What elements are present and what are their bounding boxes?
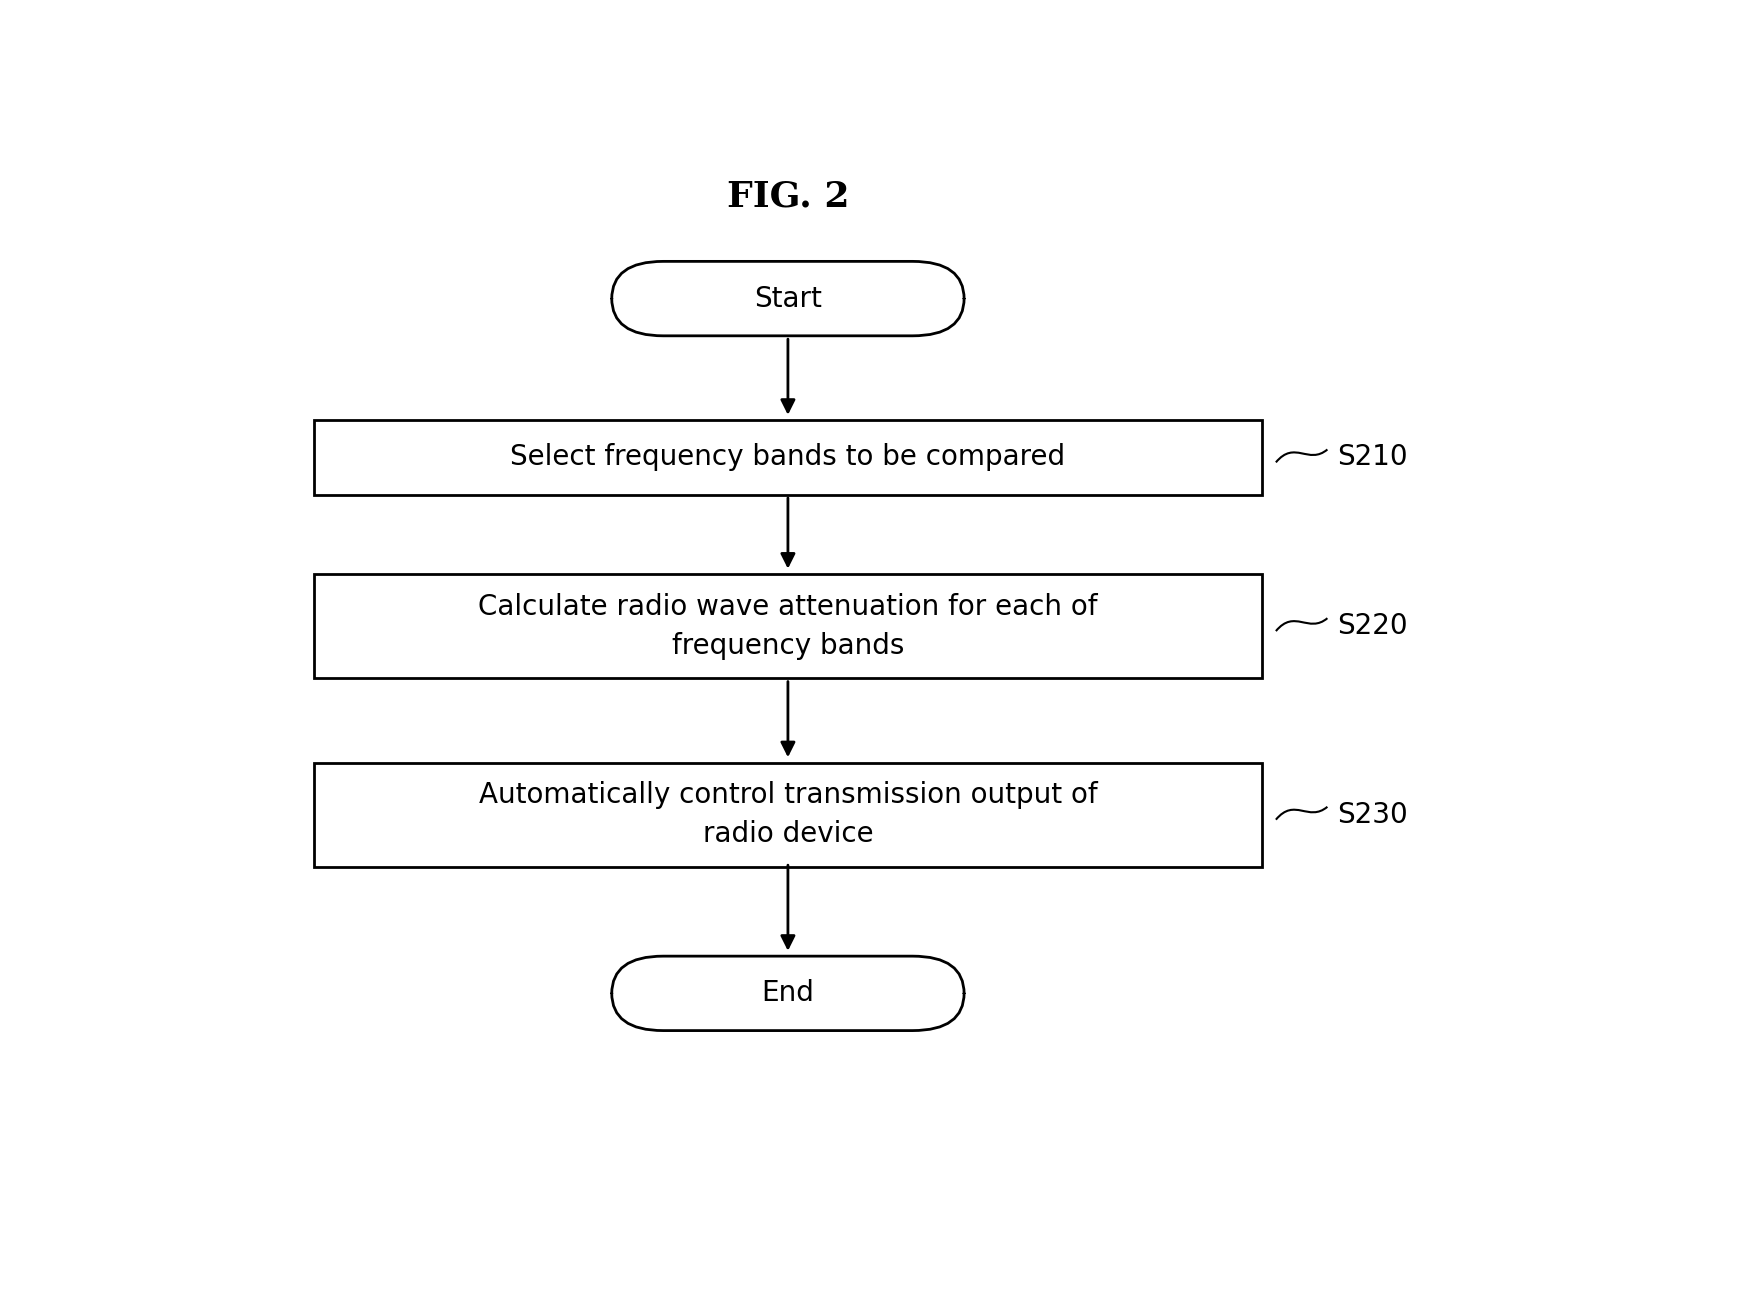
Text: S230: S230 (1335, 800, 1407, 829)
Bar (313, 574, 1262, 678)
Text: Select frequency bands to be compared: Select frequency bands to be compared (510, 443, 1065, 472)
FancyBboxPatch shape (612, 262, 963, 336)
Text: Start: Start (753, 285, 822, 313)
Text: S210: S210 (1335, 443, 1407, 472)
Text: Calculate radio wave attenuation for each of
frequency bands: Calculate radio wave attenuation for eac… (477, 593, 1098, 660)
Text: End: End (760, 980, 815, 1008)
Text: FIG. 2: FIG. 2 (725, 179, 850, 214)
Text: Automatically control transmission output of
radio device: Automatically control transmission outpu… (479, 781, 1096, 848)
Bar (313, 420, 1262, 495)
Text: S220: S220 (1335, 612, 1407, 641)
FancyBboxPatch shape (612, 956, 963, 1031)
Bar (313, 763, 1262, 866)
